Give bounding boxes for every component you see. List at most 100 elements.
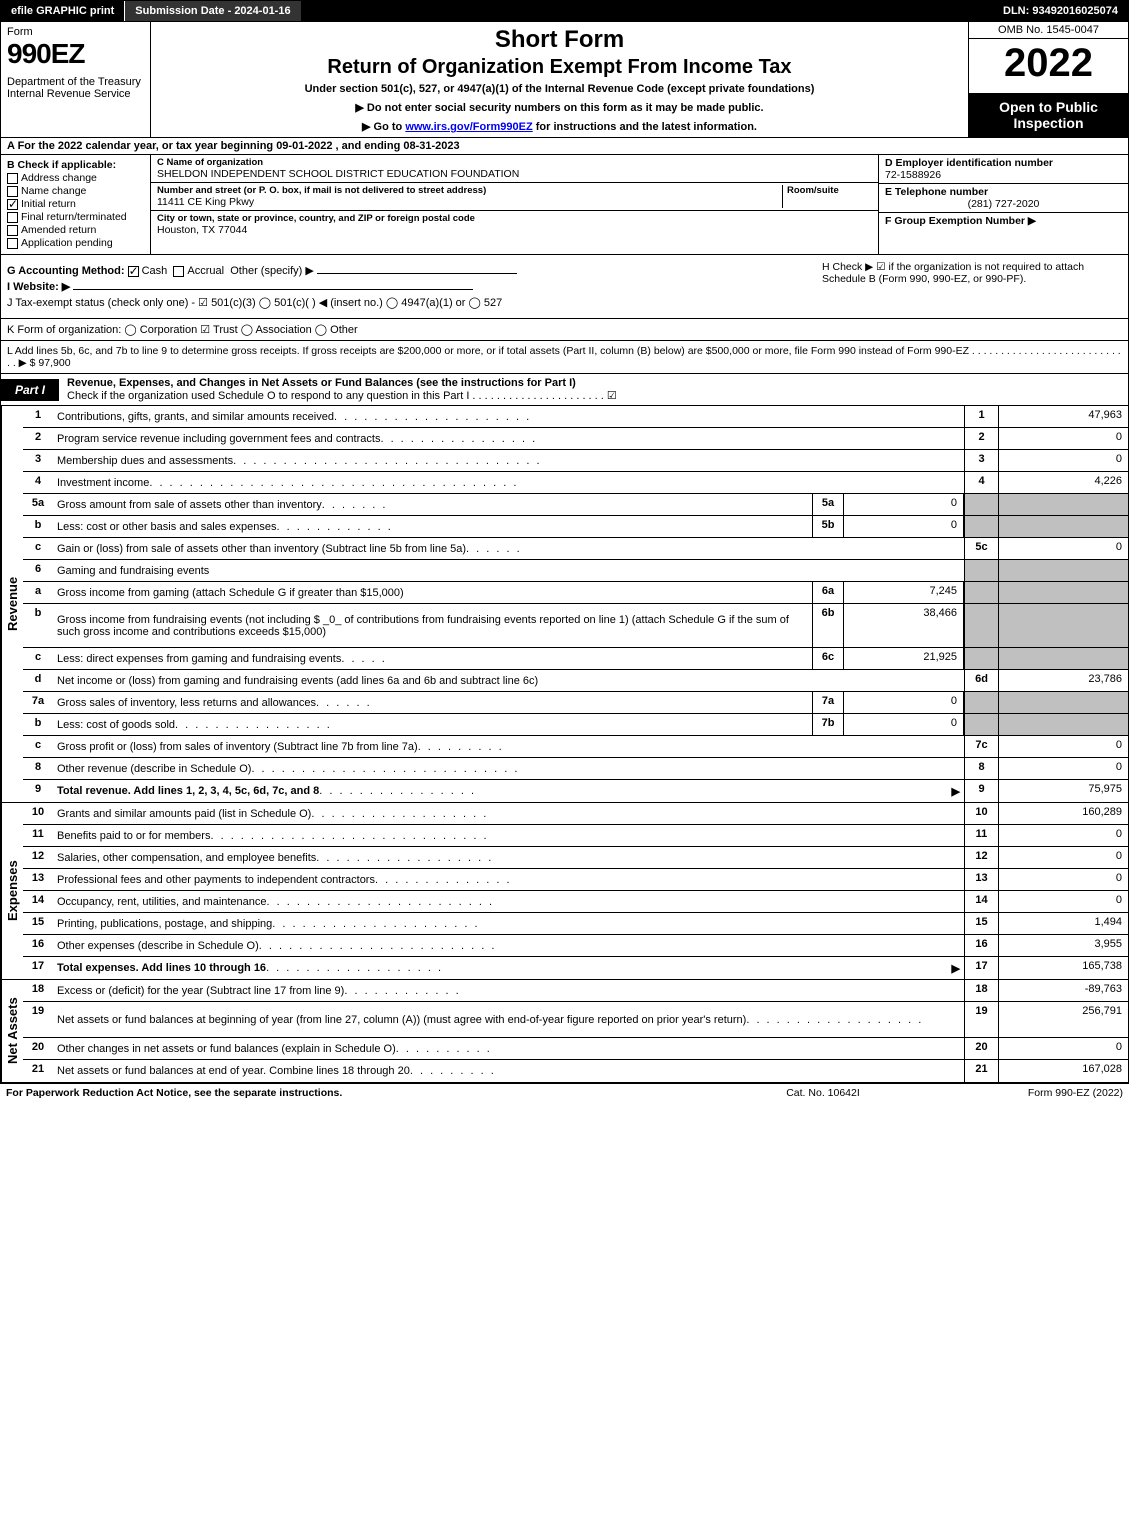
ln13-desc: Professional fees and other payments to … bbox=[57, 874, 375, 886]
ln10-rn: 10 bbox=[964, 803, 998, 824]
ln1-rv: 47,963 bbox=[998, 406, 1128, 427]
ln16-rv: 3,955 bbox=[998, 935, 1128, 956]
arrow-icon: ▶ bbox=[952, 962, 960, 975]
ln7a-rn bbox=[964, 692, 998, 713]
ln2-rn: 2 bbox=[964, 428, 998, 449]
form-header: Form 990EZ Department of the Treasury In… bbox=[0, 22, 1129, 138]
top-bar: efile GRAPHIC print Submission Date - 20… bbox=[0, 0, 1129, 22]
chk-initial-return[interactable]: Initial return bbox=[7, 198, 144, 210]
ln5a-rv bbox=[998, 494, 1128, 515]
subtitle: Under section 501(c), 527, or 4947(a)(1)… bbox=[155, 83, 964, 95]
ln5a-rn bbox=[964, 494, 998, 515]
ln11-rn: 11 bbox=[964, 825, 998, 846]
chk-address-change[interactable]: Address change bbox=[7, 172, 144, 184]
phone-cell: E Telephone number (281) 727-2020 bbox=[879, 184, 1128, 213]
b-heading: B Check if applicable: bbox=[7, 159, 144, 171]
ln2-num: 2 bbox=[23, 428, 53, 449]
ln5a-desc: Gross amount from sale of assets other t… bbox=[57, 499, 322, 511]
ln17-rv: 165,738 bbox=[998, 957, 1128, 979]
submission-date: Submission Date - 2024-01-16 bbox=[125, 1, 300, 21]
ln18-rv: -89,763 bbox=[998, 980, 1128, 1001]
ln14-rn: 14 bbox=[964, 891, 998, 912]
footer-left: For Paperwork Reduction Act Notice, see … bbox=[6, 1087, 723, 1099]
ln6c-desc: Less: direct expenses from gaming and fu… bbox=[57, 653, 341, 665]
ln15-rn: 15 bbox=[964, 913, 998, 934]
ln7c-rv: 0 bbox=[998, 736, 1128, 757]
row-a-period: A For the 2022 calendar year, or tax yea… bbox=[0, 138, 1129, 155]
ln5c-rn: 5c bbox=[964, 538, 998, 559]
ln15-rv: 1,494 bbox=[998, 913, 1128, 934]
accrual-label: Accrual bbox=[187, 265, 224, 277]
ln5c-desc: Gain or (loss) from sale of assets other… bbox=[57, 543, 466, 555]
website-input[interactable] bbox=[73, 289, 473, 290]
ln7a-desc: Gross sales of inventory, less returns a… bbox=[57, 697, 316, 709]
ln7a-sn: 7a bbox=[812, 692, 844, 713]
ln7b-desc: Less: cost of goods sold bbox=[57, 719, 175, 731]
ln5a-sn: 5a bbox=[812, 494, 844, 515]
ln16-rn: 16 bbox=[964, 935, 998, 956]
other-input[interactable] bbox=[317, 273, 517, 274]
omb-number: OMB No. 1545-0047 bbox=[969, 22, 1128, 39]
ln14-num: 14 bbox=[23, 891, 53, 912]
efile-print-button[interactable]: efile GRAPHIC print bbox=[1, 1, 125, 21]
g-line: G Accounting Method: Cash Accrual Other … bbox=[7, 264, 822, 277]
ein-cell: D Employer identification number 72-1588… bbox=[879, 155, 1128, 184]
chk-name-change[interactable]: Name change bbox=[7, 185, 144, 197]
note-ssn: ▶ Do not enter social security numbers o… bbox=[155, 101, 964, 114]
ln20-num: 20 bbox=[23, 1038, 53, 1059]
ln4-num: 4 bbox=[23, 472, 53, 493]
ln5b-desc: Less: cost or other basis and sales expe… bbox=[57, 521, 277, 533]
chk-final-return[interactable]: Final return/terminated bbox=[7, 211, 144, 223]
h-block: H Check ▶ ☑ if the organization is not r… bbox=[822, 261, 1122, 312]
ln15-num: 15 bbox=[23, 913, 53, 934]
form-title-block: Short Form Return of Organization Exempt… bbox=[151, 22, 968, 137]
ln4-rn: 4 bbox=[964, 472, 998, 493]
ln19-rn: 19 bbox=[964, 1002, 998, 1037]
ln4-rv: 4,226 bbox=[998, 472, 1128, 493]
ln4-desc: Investment income bbox=[57, 477, 149, 489]
title-return: Return of Organization Exempt From Incom… bbox=[155, 56, 964, 79]
ln9-num: 9 bbox=[23, 780, 53, 802]
i-line: I Website: ▶ bbox=[7, 280, 822, 293]
city-value: Houston, TX 77044 bbox=[157, 224, 872, 236]
ln1-rn: 1 bbox=[964, 406, 998, 427]
irs-link[interactable]: www.irs.gov/Form990EZ bbox=[405, 121, 532, 133]
ln3-num: 3 bbox=[23, 450, 53, 471]
ln17-num: 17 bbox=[23, 957, 53, 979]
ln3-rn: 3 bbox=[964, 450, 998, 471]
ln1-num: 1 bbox=[23, 406, 53, 427]
ln19-desc: Net assets or fund balances at beginning… bbox=[57, 1014, 746, 1026]
chk-amended-return[interactable]: Amended return bbox=[7, 224, 144, 236]
ln20-rv: 0 bbox=[998, 1038, 1128, 1059]
goto-pre: ▶ Go to bbox=[362, 121, 405, 133]
chk-cash[interactable] bbox=[128, 266, 139, 277]
ln10-rv: 160,289 bbox=[998, 803, 1128, 824]
ln3-desc: Membership dues and assessments bbox=[57, 455, 233, 467]
ln11-rv: 0 bbox=[998, 825, 1128, 846]
ln6b-desc: Gross income from fundraising events (no… bbox=[57, 614, 808, 638]
ln6c-num: c bbox=[23, 648, 53, 669]
ln6-num: 6 bbox=[23, 560, 53, 581]
col-b-checkboxes: B Check if applicable: Address change Na… bbox=[1, 155, 151, 254]
ln7a-sv: 0 bbox=[844, 692, 964, 713]
form-id-block: Form 990EZ Department of the Treasury In… bbox=[1, 22, 151, 137]
col-c-org: C Name of organization SHELDON INDEPENDE… bbox=[151, 155, 878, 254]
ln9-rv: 75,975 bbox=[998, 780, 1128, 802]
revenue-table: Revenue 1Contributions, gifts, grants, a… bbox=[0, 406, 1129, 803]
netassets-lines: 18Excess or (deficit) for the year (Subt… bbox=[23, 980, 1128, 1082]
chk-accrual[interactable] bbox=[173, 266, 184, 277]
ln20-desc: Other changes in net assets or fund bala… bbox=[57, 1043, 396, 1055]
ghij-left: G Accounting Method: Cash Accrual Other … bbox=[7, 261, 822, 312]
ln7b-rn bbox=[964, 714, 998, 735]
chk-application-pending[interactable]: Application pending bbox=[7, 237, 144, 249]
ln7c-desc: Gross profit or (loss) from sales of inv… bbox=[57, 741, 418, 753]
arrow-icon: ▶ bbox=[952, 785, 960, 798]
ln5a-num: 5a bbox=[23, 494, 53, 515]
part1-header: Part I Revenue, Expenses, and Changes in… bbox=[0, 374, 1129, 406]
ln17-desc: Total expenses. Add lines 10 through 16 bbox=[57, 962, 266, 974]
ln8-rv: 0 bbox=[998, 758, 1128, 779]
ln21-rv: 167,028 bbox=[998, 1060, 1128, 1082]
ln7c-rn: 7c bbox=[964, 736, 998, 757]
ln5c-rv: 0 bbox=[998, 538, 1128, 559]
footer-catno: Cat. No. 10642I bbox=[723, 1087, 923, 1099]
